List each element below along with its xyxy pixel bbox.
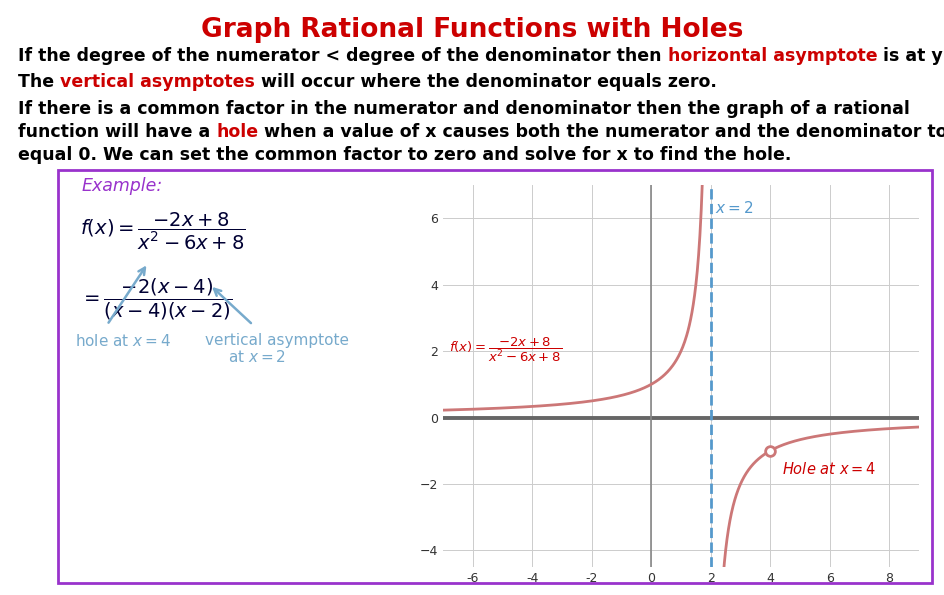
Text: will occur where the denominator equals zero.: will occur where the denominator equals …: [255, 73, 716, 91]
Bar: [58, 170, 931, 583]
Text: Graph Rational Functions with Holes: Graph Rational Functions with Holes: [201, 17, 742, 43]
Text: $x = 2$: $x = 2$: [715, 200, 752, 216]
Text: function will have a: function will have a: [18, 123, 216, 141]
Text: Example:: Example:: [82, 177, 163, 195]
Text: hole at $x = 4$: hole at $x = 4$: [75, 333, 171, 349]
Text: If there is a common factor in the numerator and denominator then the graph of a: If there is a common factor in the numer…: [18, 100, 909, 118]
Text: The: The: [18, 73, 60, 91]
Text: equal 0. We can set the common factor to zero and solve for x to find the hole.: equal 0. We can set the common factor to…: [18, 146, 790, 164]
Text: at $x = 2$: at $x = 2$: [228, 349, 286, 365]
Text: hole: hole: [216, 123, 258, 141]
Text: If the degree of the numerator < degree of the denominator then: If the degree of the numerator < degree …: [18, 47, 666, 65]
Text: vertical asymptote: vertical asymptote: [205, 333, 348, 348]
Text: $f(x) = \dfrac{-2x+8}{x^2-6x+8}$: $f(x) = \dfrac{-2x+8}{x^2-6x+8}$: [80, 210, 245, 252]
Text: $= \dfrac{-2(x-4)}{(x-4)(x-2)}$: $= \dfrac{-2(x-4)}{(x-4)(x-2)}$: [80, 277, 232, 322]
Text: when a value of x causes both the numerator and the denominator to: when a value of x causes both the numera…: [258, 123, 944, 141]
Text: vertical asymptotes: vertical asymptotes: [60, 73, 255, 91]
Text: $f(x) = \dfrac{-2x+8}{x^2-6x+8}$: $f(x) = \dfrac{-2x+8}{x^2-6x+8}$: [448, 335, 562, 364]
Text: horizontal asymptote: horizontal asymptote: [666, 47, 876, 65]
Text: $\it{Hole\ at\ }x = 4$: $\it{Hole\ at\ }x = 4$: [782, 461, 875, 477]
Text: is at y = 0.: is at y = 0.: [876, 47, 944, 65]
